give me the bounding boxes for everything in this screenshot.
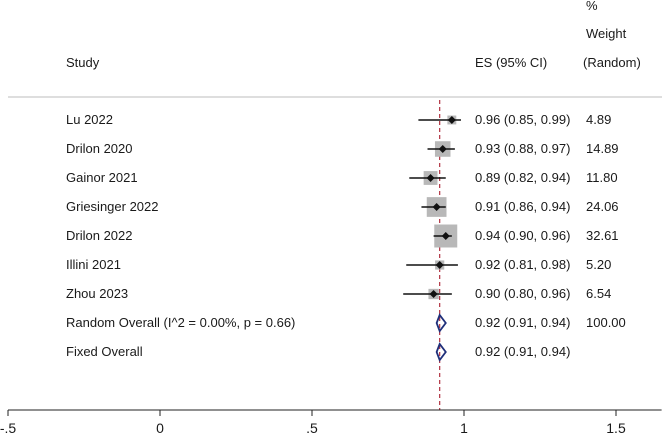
weight-header-random: (Random) — [583, 55, 641, 70]
study-name: Illini 2021 — [66, 257, 121, 272]
study-column-header: Study — [66, 55, 100, 70]
es-ci-value: 0.96 (0.85, 0.99) — [475, 112, 571, 127]
x-tick-label: 1 — [460, 420, 468, 436]
study-name: Gainor 2021 — [66, 170, 138, 185]
weight-header-percent: % — [586, 0, 598, 13]
es-ci-value: 0.94 (0.90, 0.96) — [475, 228, 571, 243]
es-column-header: ES (95% CI) — [475, 55, 548, 70]
weight-value: 24.06 — [586, 199, 619, 214]
point-estimate — [426, 174, 435, 182]
weight-header-weight: Weight — [586, 26, 627, 41]
es-ci-value: 0.92 (0.81, 0.98) — [475, 257, 571, 272]
weight-value: 6.54 — [586, 286, 612, 301]
study-name: Zhou 2023 — [66, 286, 129, 301]
study-name: Griesinger 2022 — [66, 199, 159, 214]
point-estimate — [429, 290, 438, 298]
study-name: Lu 2022 — [66, 112, 113, 127]
x-tick-label: -.5 — [0, 420, 17, 436]
x-tick-label: 0 — [156, 420, 164, 436]
weight-value: 32.61 — [586, 228, 619, 243]
es-ci-value: 0.93 (0.88, 0.97) — [475, 141, 571, 156]
es-ci-value: 0.89 (0.82, 0.94) — [475, 170, 571, 185]
point-estimate — [447, 116, 456, 124]
es-ci-value: 0.90 (0.80, 0.96) — [475, 286, 571, 301]
es-ci-value: 0.92 (0.91, 0.94) — [475, 344, 571, 359]
overall-diamond — [435, 313, 447, 333]
point-estimate — [441, 232, 450, 240]
es-ci-value: 0.92 (0.91, 0.94) — [475, 315, 571, 330]
weight-value: 11.80 — [586, 170, 618, 185]
es-ci-value: 0.91 (0.86, 0.94) — [475, 199, 571, 214]
x-tick-label: 1.5 — [606, 420, 626, 436]
overall-label: Fixed Overall — [66, 344, 143, 359]
weight-value: 14.89 — [586, 141, 619, 156]
weight-value: 100.00 — [586, 315, 626, 330]
weight-value: 5.20 — [586, 257, 612, 272]
weight-value: 4.89 — [586, 112, 612, 127]
point-estimate — [432, 203, 441, 211]
study-name: Drilon 2020 — [66, 141, 133, 156]
x-tick-label: .5 — [306, 420, 318, 436]
point-estimate — [438, 145, 447, 153]
point-estimate — [435, 261, 444, 269]
overall-diamond — [435, 342, 447, 362]
study-name: Drilon 2022 — [66, 228, 133, 243]
overall-label: Random Overall (I^2 = 0.00%, p = 0.66) — [66, 315, 296, 330]
